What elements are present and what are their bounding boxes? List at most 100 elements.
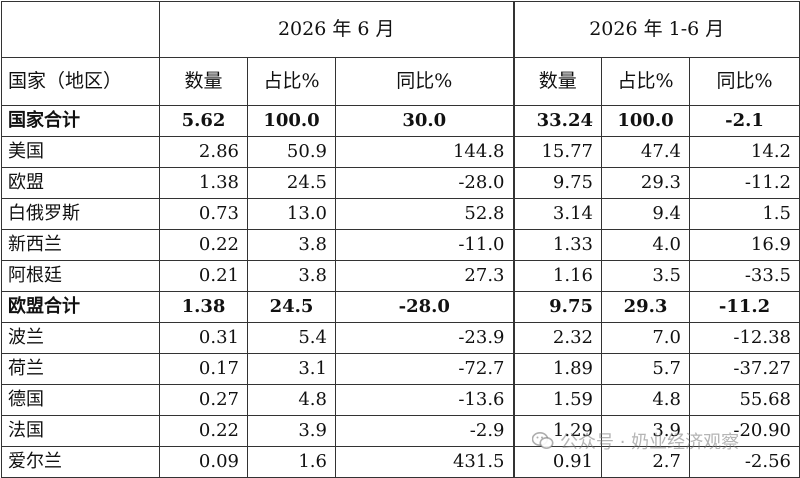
yoy-month-cell: -72.7 <box>335 353 514 385</box>
yoy-month-cell: 30.0 <box>335 105 514 137</box>
country-name-cell: 荷兰 <box>1 353 160 385</box>
yoy-ytd-cell: -37.27 <box>689 353 800 385</box>
quantity-month-cell: 0.22 <box>159 229 248 261</box>
table-row: 新西兰 0.22 3.8 -11.0 1.33 4.0 16.9 <box>1 229 800 261</box>
table-row: 美国 2.86 50.9 144.8 15.77 47.4 14.2 <box>1 136 800 168</box>
quantity-month-cell: 0.31 <box>159 322 248 354</box>
table-row: 荷兰 0.17 3.1 -72.7 1.89 5.7 -37.27 <box>1 353 800 385</box>
yoy-ytd-cell: 14.2 <box>689 136 800 168</box>
header-period-month: 2026 年 6 月 <box>159 1 514 58</box>
yoy-ytd-cell: -2.1 <box>689 105 800 137</box>
table-row: 欧盟 1.38 24.5 -28.0 9.75 29.3 -11.2 <box>1 167 800 199</box>
country-name-cell: 新西兰 <box>1 229 160 261</box>
country-name-cell: 阿根廷 <box>1 260 160 292</box>
share-ytd-cell: 29.3 <box>601 167 690 199</box>
yoy-ytd-cell: -20.90 <box>689 415 800 447</box>
share-ytd-cell: 3.5 <box>601 260 690 292</box>
header-share-month: 占比% <box>247 57 336 106</box>
country-name-cell: 爱尔兰 <box>1 446 160 478</box>
yoy-ytd-cell: -33.5 <box>689 260 800 292</box>
country-name-cell: 国家合计 <box>1 105 160 137</box>
table-row: 法国 0.22 3.9 -2.9 1.29 3.9 -20.90 <box>1 415 800 447</box>
quantity-month-cell: 1.38 <box>159 167 248 199</box>
share-ytd-cell: 4.0 <box>601 229 690 261</box>
country-name-cell: 欧盟 <box>1 167 160 199</box>
share-month-cell: 3.8 <box>247 229 336 261</box>
share-ytd-cell: 5.7 <box>601 353 690 385</box>
share-month-cell: 3.9 <box>247 415 336 447</box>
yoy-month-cell: 52.8 <box>335 198 514 230</box>
yoy-month-cell: 144.8 <box>335 136 514 168</box>
table-row: 德国 0.27 4.8 -13.6 1.59 4.8 55.68 <box>1 384 800 416</box>
share-ytd-cell: 47.4 <box>601 136 690 168</box>
quantity-ytd-cell: 1.59 <box>512 384 602 416</box>
table-row: 爱尔兰 0.09 1.6 431.5 0.91 2.7 -2.56 <box>1 446 800 478</box>
share-ytd-cell: 29.3 <box>601 291 690 323</box>
header-share-ytd: 占比% <box>601 57 690 106</box>
quantity-ytd-cell: 1.16 <box>512 260 602 292</box>
header-country: 国家（地区） <box>1 57 160 106</box>
share-ytd-cell: 4.8 <box>601 384 690 416</box>
country-name-cell: 白俄罗斯 <box>1 198 160 230</box>
share-ytd-cell: 9.4 <box>601 198 690 230</box>
quantity-month-cell: 0.22 <box>159 415 248 447</box>
country-name-cell: 欧盟合计 <box>1 291 160 323</box>
share-month-cell: 3.8 <box>247 260 336 292</box>
quantity-ytd-cell: 33.24 <box>512 105 602 137</box>
share-month-cell: 24.5 <box>247 167 336 199</box>
header-yoy-month: 同比% <box>335 57 514 106</box>
yoy-ytd-cell: -11.2 <box>689 291 800 323</box>
header-row-period: 2026 年 6 月 2026 年 1-6 月 <box>1 1 800 58</box>
share-ytd-cell: 100.0 <box>601 105 690 137</box>
header-period-ytd: 2026 年 1-6 月 <box>512 1 800 58</box>
yoy-ytd-cell: -12.38 <box>689 322 800 354</box>
quantity-ytd-cell: 15.77 <box>512 136 602 168</box>
header-empty-cell <box>1 1 160 58</box>
header-row-columns: 国家（地区） 数量 占比% 同比% 数量 占比% 同比% <box>1 57 800 106</box>
share-month-cell: 3.1 <box>247 353 336 385</box>
table-row-total: 国家合计 5.62 100.0 30.0 33.24 100.0 -2.1 <box>1 105 800 137</box>
yoy-ytd-cell: 55.68 <box>689 384 800 416</box>
quantity-ytd-cell: 9.75 <box>512 167 602 199</box>
yoy-month-cell: -28.0 <box>335 167 514 199</box>
share-ytd-cell: 3.9 <box>601 415 690 447</box>
yoy-month-cell: 27.3 <box>335 260 514 292</box>
table-row: 波兰 0.31 5.4 -23.9 2.32 7.0 -12.38 <box>1 322 800 354</box>
header-yoy-ytd: 同比% <box>689 57 800 106</box>
quantity-month-cell: 0.17 <box>159 353 248 385</box>
yoy-ytd-cell: -2.56 <box>689 446 800 478</box>
quantity-ytd-cell: 1.33 <box>512 229 602 261</box>
share-month-cell: 5.4 <box>247 322 336 354</box>
quantity-ytd-cell: 0.91 <box>512 446 602 478</box>
quantity-month-cell: 2.86 <box>159 136 248 168</box>
share-month-cell: 13.0 <box>247 198 336 230</box>
table-row: 白俄罗斯 0.73 13.0 52.8 3.14 9.4 1.5 <box>1 198 800 230</box>
header-quantity-ytd: 数量 <box>512 57 602 106</box>
quantity-month-cell: 0.21 <box>159 260 248 292</box>
share-month-cell: 24.5 <box>247 291 336 323</box>
yoy-ytd-cell: 16.9 <box>689 229 800 261</box>
quantity-ytd-cell: 1.89 <box>512 353 602 385</box>
yoy-ytd-cell: 1.5 <box>689 198 800 230</box>
table-row-total: 欧盟合计 1.38 24.5 -28.0 9.75 29.3 -11.2 <box>1 291 800 323</box>
quantity-ytd-cell: 3.14 <box>512 198 602 230</box>
yoy-month-cell: -23.9 <box>335 322 514 354</box>
share-month-cell: 1.6 <box>247 446 336 478</box>
quantity-month-cell: 5.62 <box>159 105 248 137</box>
quantity-month-cell: 0.09 <box>159 446 248 478</box>
quantity-month-cell: 0.73 <box>159 198 248 230</box>
quantity-ytd-cell: 2.32 <box>512 322 602 354</box>
yoy-ytd-cell: -11.2 <box>689 167 800 199</box>
quantity-month-cell: 0.27 <box>159 384 248 416</box>
table-row: 阿根廷 0.21 3.8 27.3 1.16 3.5 -33.5 <box>1 260 800 292</box>
share-ytd-cell: 2.7 <box>601 446 690 478</box>
yoy-month-cell: -28.0 <box>335 291 514 323</box>
country-name-cell: 法国 <box>1 415 160 447</box>
country-name-cell: 美国 <box>1 136 160 168</box>
country-name-cell: 德国 <box>1 384 160 416</box>
yoy-month-cell: -13.6 <box>335 384 514 416</box>
yoy-month-cell: -11.0 <box>335 229 514 261</box>
share-ytd-cell: 7.0 <box>601 322 690 354</box>
country-name-cell: 波兰 <box>1 322 160 354</box>
